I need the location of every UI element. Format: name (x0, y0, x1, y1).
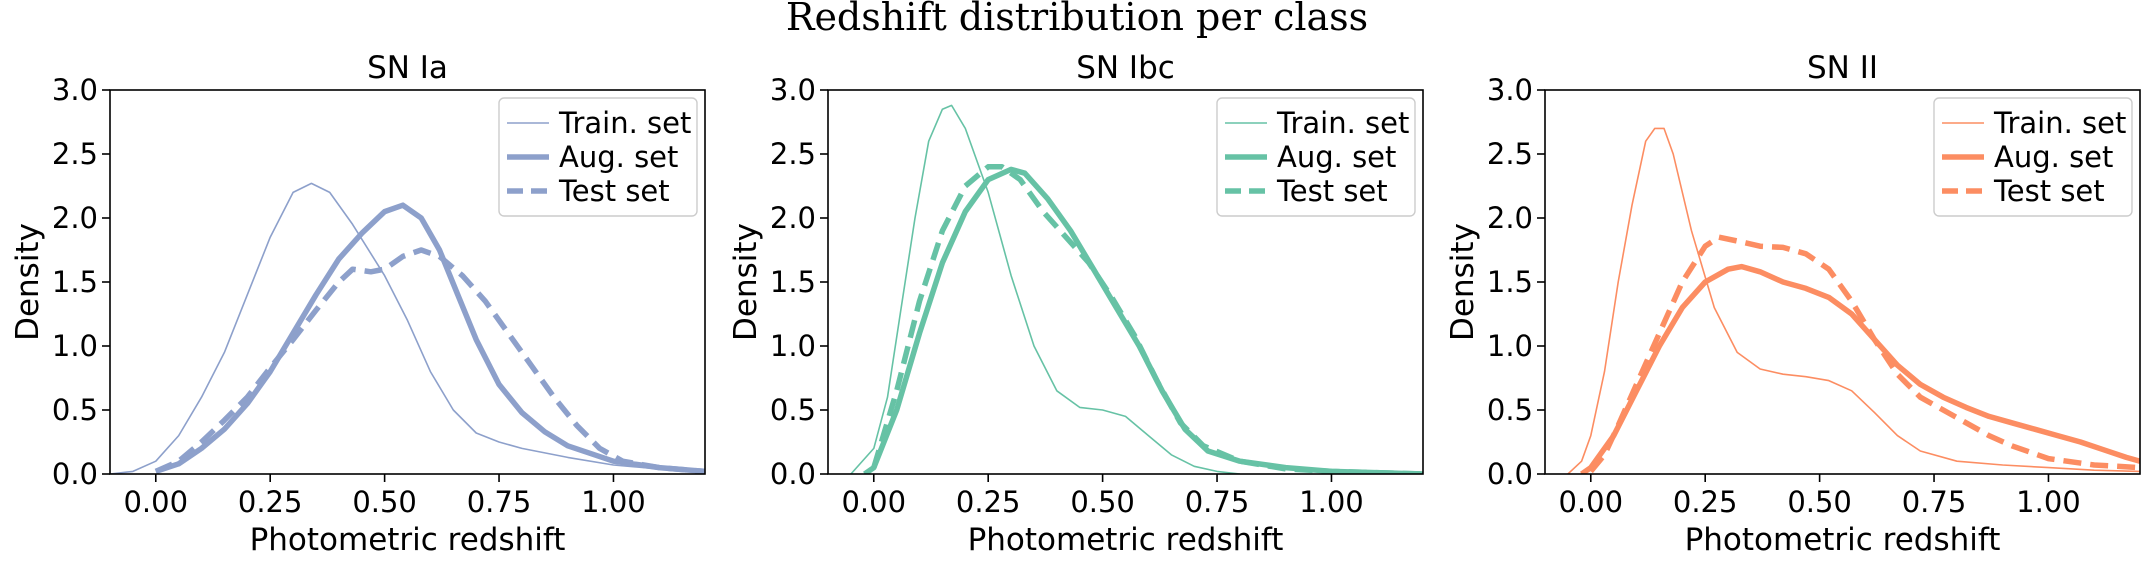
y-tick-label: 2.0 (52, 201, 98, 235)
y-tick-label: 1.5 (1487, 265, 1533, 299)
y-axis-label: Density (10, 223, 46, 341)
panel-title: SN Ibc (1076, 50, 1175, 86)
x-tick-label: 0.25 (956, 485, 1021, 519)
x-tick-label: 0.00 (123, 485, 188, 519)
y-tick-label: 3.0 (52, 73, 98, 107)
x-tick-label: 1.00 (1299, 485, 1364, 519)
x-tick-label: 0.75 (467, 485, 532, 519)
y-tick-label: 1.5 (52, 265, 98, 299)
panel-3: SN II 0.00 0.25 0.50 0.75 1.00 0.0 0.5 1.0 1.5 2.0… (1445, 50, 2141, 558)
y-tick-label: 2.5 (1487, 137, 1533, 171)
series-line-train-set (850, 104, 1240, 474)
panels: SN Ia 0.00 0.25 0.50 0.75 1.00 0.0 0.5 1.0 1.5 2.0… (10, 50, 2141, 558)
panel-title: SN Ia (367, 50, 448, 86)
legend-box (1216, 97, 1416, 217)
legend-label: Test set (1993, 174, 2105, 208)
x-tick-label: 0.75 (1185, 485, 1250, 519)
legend-box (1933, 97, 2133, 217)
x-tick-label: 1.00 (2016, 485, 2081, 519)
y-tick-label: 2.0 (1487, 201, 1533, 235)
y-tick-label: 2.0 (770, 201, 816, 235)
legend-label: Aug. set (1994, 140, 2113, 174)
y-axis-label: Density (728, 223, 764, 341)
y-tick-label: 0.5 (770, 393, 816, 427)
y-tick-label: 0.0 (770, 457, 816, 491)
y-tick-label: 2.5 (770, 137, 816, 171)
x-axis-label: Photometric redshift (968, 522, 1284, 558)
y-tick-label: 2.5 (52, 137, 98, 171)
legend-label: Aug. set (559, 140, 678, 174)
legend-label: Aug. set (1277, 140, 1396, 174)
legend-label: Train. set (1276, 106, 1409, 140)
x-tick-label: 0.50 (352, 485, 417, 519)
x-tick-label: 0.00 (841, 485, 906, 519)
y-tick-label: 3.0 (770, 73, 816, 107)
panel-2: SN Ibc 0.00 0.25 0.50 0.75 1.00 0.0 0.5 1.0 1.5 2.… (728, 50, 1424, 558)
x-tick-label: 0.25 (1673, 485, 1738, 519)
series-line-aug-set (1580, 263, 2140, 474)
panel-1: SN Ia 0.00 0.25 0.50 0.75 1.00 0.0 0.5 1.0 1.5 2.0… (10, 50, 706, 558)
series-line-test-set (871, 164, 1423, 474)
y-tick-label: 0.5 (1487, 393, 1533, 427)
x-axis-label: Photometric redshift (250, 522, 566, 558)
legend-label: Train. set (1993, 106, 2126, 140)
series-line-test-set (154, 247, 705, 474)
x-axis-label: Photometric redshift (1685, 522, 2001, 558)
x-tick-label: 0.25 (238, 485, 303, 519)
legend-label: Test set (1276, 174, 1388, 208)
y-tick-label: 0.0 (52, 457, 98, 491)
figure-title: Redshift distribution per class (786, 0, 1368, 39)
x-tick-label: 1.00 (581, 485, 646, 519)
x-tick-label: 0.50 (1070, 485, 1135, 519)
panel-title: SN II (1807, 50, 1878, 86)
y-tick-label: 3.0 (1487, 73, 1533, 107)
x-tick-label: 0.00 (1558, 485, 1623, 519)
legend-label: Test set (558, 174, 670, 208)
y-tick-label: 1.5 (770, 265, 816, 299)
y-tick-label: 1.0 (770, 329, 816, 363)
series-line-test-set (1588, 234, 2140, 474)
y-tick-label: 1.0 (52, 329, 98, 363)
series-line-aug-set (154, 202, 705, 474)
series-line-train-set (110, 182, 705, 474)
y-tick-label: 1.0 (1487, 329, 1533, 363)
y-tick-label: 0.0 (1487, 457, 1533, 491)
series-line-train-set (1567, 127, 2140, 474)
x-tick-label: 0.50 (1787, 485, 1852, 519)
x-tick-label: 0.75 (1902, 485, 1967, 519)
y-tick-label: 0.5 (52, 393, 98, 427)
legend-box (498, 97, 698, 217)
legend-label: Train. set (558, 106, 691, 140)
y-axis-label: Density (1445, 223, 1481, 341)
